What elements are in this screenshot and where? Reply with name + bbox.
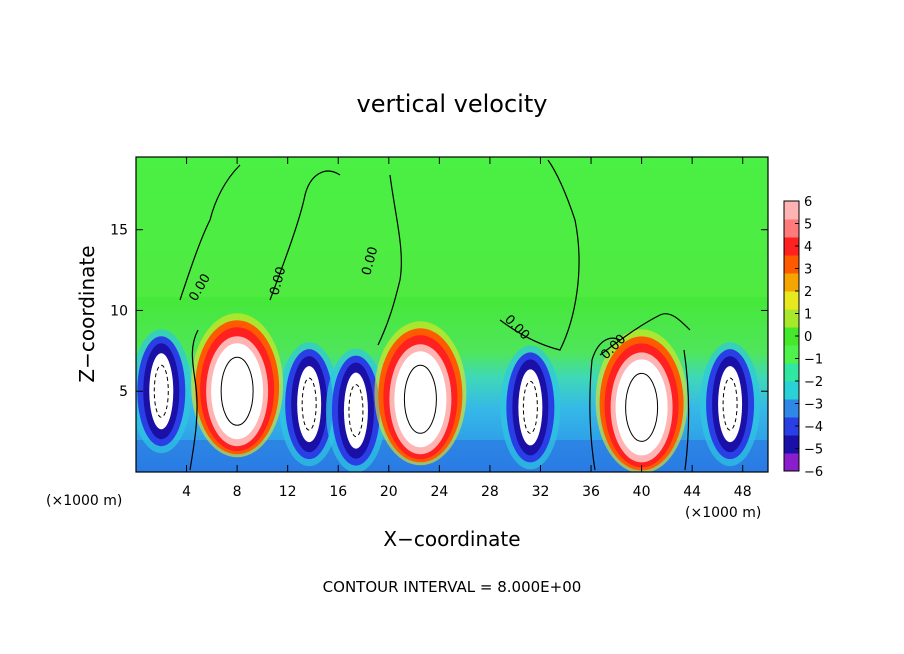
colorbar-swatch bbox=[784, 381, 799, 400]
contour-label: 0.00 bbox=[267, 265, 289, 297]
colorbar-swatch bbox=[784, 273, 799, 292]
x-tick-label: 16 bbox=[329, 484, 347, 500]
y-tick-label: 10 bbox=[110, 303, 128, 319]
colorbar: 6 5 4 3 2 1 0 −1 −2 −3 −4 −5 −6 bbox=[783, 195, 823, 480]
contour-label: 0.00 bbox=[359, 245, 381, 277]
contour-interval-note: CONTOUR INTERVAL = 8.000E+00 bbox=[323, 578, 582, 596]
colorbar-tick-label: −3 bbox=[804, 398, 823, 413]
updraft-cell bbox=[374, 321, 467, 466]
colorbar-swatch bbox=[784, 327, 799, 346]
colorbar-swatch bbox=[784, 399, 799, 418]
contour-zero-2 bbox=[269, 170, 341, 301]
plot-frame bbox=[135, 156, 769, 473]
x-tick-label: 40 bbox=[633, 484, 651, 500]
colorbar-swatch bbox=[784, 435, 799, 454]
x-unit-right: (×1000 m) bbox=[685, 505, 761, 521]
downdraft-cell bbox=[325, 348, 386, 472]
y-tick-label: 5 bbox=[119, 384, 128, 400]
contour-lower-2 bbox=[589, 337, 621, 471]
x-tick-label: 36 bbox=[582, 484, 600, 500]
colorbar-tick-label: 6 bbox=[804, 195, 812, 210]
x-tick-label: 12 bbox=[279, 484, 297, 500]
colorbar-swatch bbox=[784, 237, 799, 256]
colorbar-tick-label: 3 bbox=[804, 263, 812, 278]
colorbar-swatch bbox=[784, 291, 799, 310]
colorbar-swatch bbox=[784, 345, 799, 364]
colorbar-tick-label: −2 bbox=[804, 375, 823, 390]
colorbar-tick-label: −5 bbox=[804, 443, 823, 458]
x-tick-label: 4 bbox=[182, 484, 191, 500]
colorbar-tick-label: 1 bbox=[804, 308, 812, 323]
colorbar-tick-label: −6 bbox=[804, 465, 823, 480]
y-axis-title: Z−coordinate bbox=[75, 245, 99, 382]
contour-lower-3 bbox=[683, 349, 690, 471]
x-tick-label: 28 bbox=[481, 484, 499, 500]
colorbar-tick-label: 5 bbox=[804, 218, 812, 233]
colorbar-swatch bbox=[784, 201, 799, 220]
x-tick-label: 20 bbox=[380, 484, 398, 500]
x-tick-label: 24 bbox=[430, 484, 448, 500]
contour-lines bbox=[179, 159, 691, 471]
x-tick-label: 48 bbox=[734, 484, 752, 500]
colorbar-swatch bbox=[784, 309, 799, 328]
contour-zero-4 bbox=[499, 159, 580, 351]
colorbar-swatch bbox=[784, 453, 799, 472]
x-tick-label: 44 bbox=[683, 484, 701, 500]
updraft-cell bbox=[595, 329, 688, 472]
y-tick-label: 15 bbox=[110, 223, 128, 239]
colorbar-swatch bbox=[784, 417, 799, 436]
colorbar-tick-label: −1 bbox=[804, 353, 823, 368]
heatmap-field bbox=[136, 157, 768, 472]
chart-title: vertical velocity bbox=[357, 90, 548, 118]
colorbar-swatch bbox=[784, 255, 799, 274]
contour-zero-3 bbox=[377, 174, 402, 346]
colorbar-tick-label: 0 bbox=[804, 330, 812, 345]
downdraft-cell bbox=[136, 329, 192, 454]
contour-zero-5 bbox=[599, 313, 691, 356]
contour-zero-1 bbox=[179, 164, 241, 301]
colorbar-tick-label: 2 bbox=[804, 285, 812, 300]
colorbar-swatch bbox=[784, 219, 799, 238]
colorbar-swatch bbox=[784, 363, 799, 382]
x-tick-label: 8 bbox=[233, 484, 242, 500]
updraft-cell bbox=[191, 313, 284, 458]
upper-field-tint bbox=[136, 157, 768, 297]
contour-lower-1 bbox=[189, 329, 199, 471]
downdraft-cell bbox=[500, 345, 561, 470]
colorbar-tick-label: −4 bbox=[804, 420, 823, 435]
colorbar-tick-label: 4 bbox=[804, 240, 812, 255]
x-tick-label: 32 bbox=[532, 484, 550, 500]
downdraft-cell bbox=[279, 342, 340, 467]
x-axis-title: X−coordinate bbox=[383, 527, 520, 551]
x-unit-left: (×1000 m) bbox=[46, 493, 122, 509]
downdraft-cell bbox=[700, 342, 761, 467]
